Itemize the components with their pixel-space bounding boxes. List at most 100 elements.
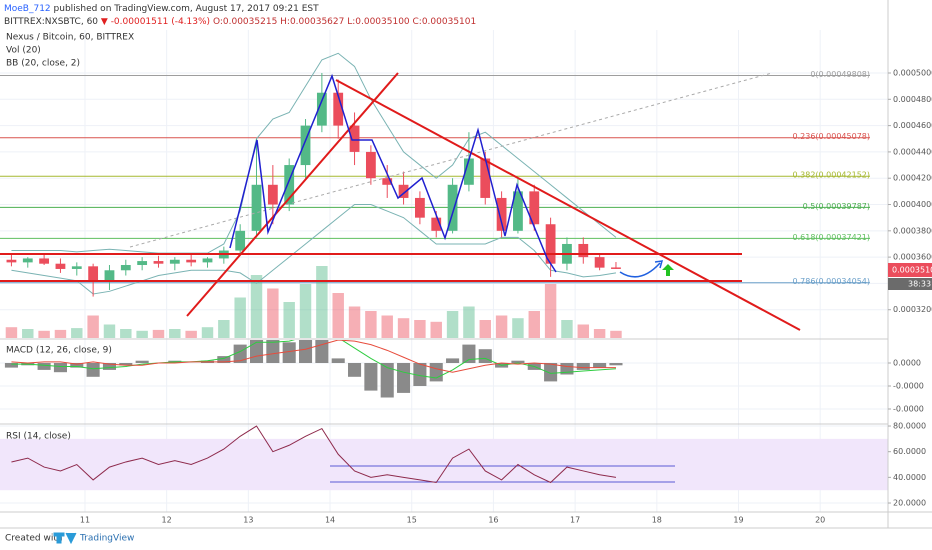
- candle-body: [513, 191, 523, 231]
- candle-body: [578, 243, 589, 258]
- y-tick-label: 40.0000: [893, 473, 926, 482]
- candle-body: [71, 266, 82, 269]
- volume-bar: [267, 288, 279, 338]
- rsi-pane: [0, 425, 888, 491]
- volume-bar: [250, 275, 263, 338]
- price-tag-box: [888, 263, 932, 277]
- macd-hist-bar: [135, 360, 149, 364]
- fib-label: 0.5(0.00039787): [803, 202, 870, 211]
- candle-body: [235, 230, 246, 251]
- macd-hist-bar: [609, 363, 623, 366]
- volume-bar: [22, 329, 34, 338]
- volume-bar: [593, 329, 606, 338]
- footer-created: Created with: [5, 534, 63, 544]
- macd-hist-bar: [397, 363, 411, 393]
- candle-body: [300, 125, 311, 166]
- y-tick-label: 0.00048000: [893, 95, 932, 104]
- x-tick-label: 11: [80, 516, 90, 525]
- y-tick-label: 0.00032000: [893, 305, 932, 314]
- price-pane: [0, 52, 870, 338]
- volume-bar: [561, 320, 573, 338]
- volume-bar: [234, 297, 246, 338]
- volume-bar: [283, 302, 295, 338]
- y-tick-label: 0.00050000: [893, 69, 932, 78]
- macd-hist-bar: [37, 363, 51, 370]
- candle-body: [594, 257, 605, 268]
- fib-label: 0.618(0.00037421): [793, 233, 871, 242]
- y-tick-label: -0.0000: [893, 405, 924, 414]
- candle-body: [349, 125, 360, 152]
- macd-hist-bar: [593, 363, 607, 368]
- volume-bar: [71, 328, 83, 338]
- candle-body: [104, 270, 115, 281]
- countdown: 38:33: [908, 280, 931, 289]
- ohlc: O:0.00035215 H:0.00035627 L:0.00035100 C…: [213, 17, 476, 27]
- candle-body: [480, 158, 491, 198]
- volume-bar: [577, 324, 590, 338]
- volume-bar: [381, 315, 393, 338]
- macd-hist-bar: [429, 363, 443, 382]
- volume-bar: [365, 311, 377, 338]
- candle-body: [284, 165, 295, 205]
- signal-line: [11, 340, 616, 373]
- volume-bar: [512, 318, 524, 338]
- volume-bar: [136, 330, 148, 338]
- volume-bar: [528, 311, 540, 338]
- macd-hist-bar: [478, 349, 492, 364]
- candle-body: [464, 158, 474, 185]
- macd-hist-bar: [86, 363, 100, 377]
- axes: 0.000320000.000340000.000360000.00038000…: [0, 0, 932, 529]
- y-tick-label: 0.00044000: [893, 147, 932, 156]
- volume-bar: [610, 330, 622, 338]
- candle-body: [382, 178, 393, 185]
- volume-bar: [446, 311, 459, 338]
- candle-body: [88, 266, 99, 281]
- macd-hist-bar: [544, 363, 558, 382]
- candle-body: [169, 259, 180, 264]
- macd-pane: [4, 340, 623, 398]
- candle-body: [496, 197, 507, 231]
- footer-brand: TradingView: [79, 534, 134, 544]
- zigzag: [229, 73, 557, 273]
- arrow-head: [654, 260, 664, 269]
- x-tick-label: 17: [570, 516, 580, 525]
- volume-bar: [54, 329, 67, 338]
- countdown-box: [888, 278, 932, 290]
- macd-hist-bar: [576, 363, 590, 370]
- macd-hist-bar: [413, 363, 427, 387]
- fib-label: 0.786(0.00034054): [793, 277, 871, 286]
- drawings: [0, 72, 801, 331]
- macd-hist-bar: [364, 363, 378, 391]
- bb-upper: [11, 52, 617, 254]
- x-tick-label: 18: [652, 516, 662, 525]
- volume-bar: [103, 324, 116, 338]
- macd-hist-bar: [331, 358, 345, 364]
- macd-hist-bar: [119, 363, 133, 366]
- candle-body: [22, 258, 33, 263]
- y-tick-label: 80.0000: [893, 422, 926, 431]
- macd-hist-bar: [462, 344, 476, 364]
- x-tick-label: 14: [325, 516, 335, 525]
- candle-body: [611, 267, 621, 269]
- volume-bar: [463, 306, 475, 338]
- price-tag: 0.00035101: [892, 266, 932, 275]
- volume-bar: [38, 330, 50, 338]
- fib-label: 0(0.00049808): [810, 70, 870, 79]
- volume-bar: [87, 315, 99, 338]
- x-tick-label: 19: [733, 516, 743, 525]
- volume-bar: [332, 293, 344, 338]
- volume-bar: [169, 329, 181, 338]
- macd-hist-bar: [4, 363, 18, 368]
- candle-body: [39, 258, 50, 264]
- symbol: BITTREX:NXSBTC, 60: [4, 17, 98, 27]
- up-arrow: [662, 264, 674, 276]
- candle-body: [529, 191, 540, 225]
- trend-line: [335, 79, 801, 331]
- y-tick-label: 0.00036000: [893, 253, 932, 262]
- fib-label: 0.382(0.00042152): [793, 171, 871, 180]
- x-tick-label: 15: [407, 516, 417, 525]
- y-tick-label: 60.0000: [893, 447, 926, 456]
- candle-body: [398, 184, 409, 198]
- y-tick-label: -0.0000: [893, 382, 924, 391]
- macd-hist-bar: [217, 356, 231, 364]
